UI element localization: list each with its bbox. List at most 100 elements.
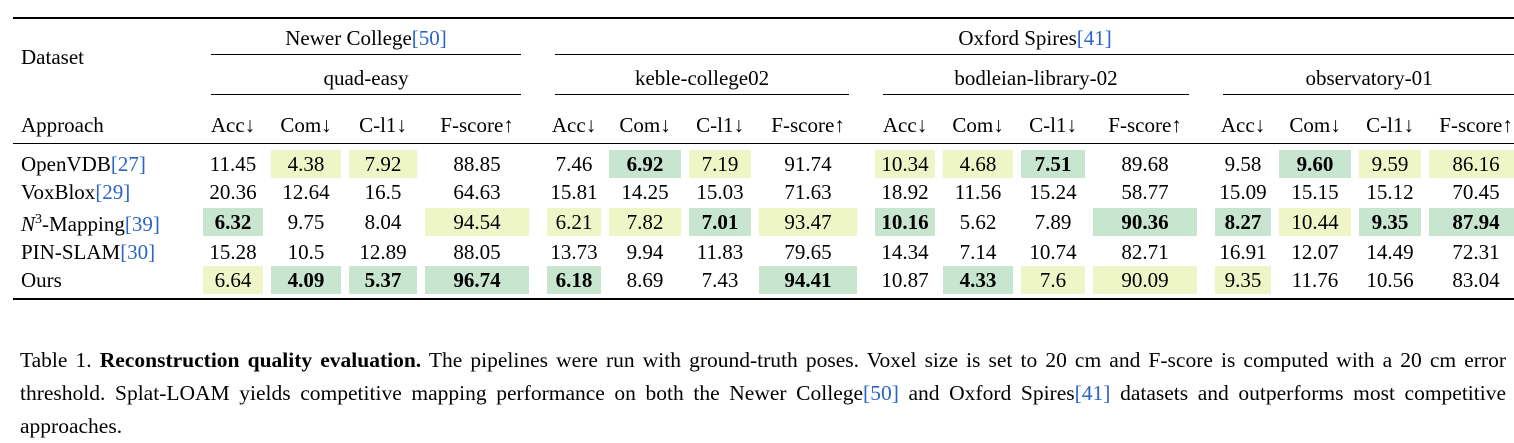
metric-cell: 90.09 [1089, 266, 1201, 299]
metric-cell: 7.46 [555, 152, 593, 176]
metric-cell: 9.60 [1275, 144, 1355, 178]
metric-cell: 15.09 [1219, 180, 1267, 204]
metric-cell: 5.37 [345, 266, 421, 299]
metric-cell: 9.35 [1211, 266, 1275, 299]
metric-cell: 90.36 [1089, 206, 1201, 238]
group-newer-college: Newer College[50] [199, 18, 533, 55]
metric-cell: 70.45 [1452, 180, 1500, 204]
metric-cell: 12.89 [359, 240, 407, 264]
metric-header: Com↓ [267, 95, 345, 144]
metric-cell: 7.89 [1034, 210, 1072, 234]
metric-cell: 4.09 [267, 266, 345, 299]
table-row: VoxBlox[29] 20.36 12.64 16.5 64.63 15.81 14.25… [13, 178, 1514, 206]
citation-link[interactable]: [41] [1076, 26, 1112, 50]
metric-header-row: Approach Acc↓ Com↓ C-l1↓ F-score↑ Acc↓ C… [13, 95, 1514, 144]
table-row: Ours 6.64 4.09 5.37 96.74 6.18 8.69 7.43 94.41 10… [13, 266, 1514, 299]
metric-cell: 8.69 [626, 268, 664, 292]
sequence-header: quad-easy [199, 55, 533, 95]
metric-header: Com↓ [939, 95, 1018, 144]
citation-link[interactable]: [29] [95, 180, 131, 204]
metric-header: F-score↑ [1089, 95, 1202, 144]
citation-link[interactable]: [41] [1074, 380, 1111, 405]
metric-header: C-l1↓ [685, 95, 756, 144]
metric-cell: 9.59 [1355, 144, 1425, 178]
metric-cell: 89.68 [1121, 152, 1169, 176]
metric-cell: 7.51 [1017, 144, 1089, 178]
group-header-row: Dataset Newer College[50] Oxford Spires[… [13, 18, 1514, 69]
metric-cell: 16.91 [1219, 240, 1267, 264]
approach-name: OpenVDB[27] [21, 152, 146, 176]
metric-cell: 87.94 [1425, 206, 1514, 238]
sequence-header: bodleian-library-02 [871, 55, 1201, 95]
results-body: OpenVDB[27] 11.45 4.38 7.92 88.85 7.46 6.92 7.1… [13, 144, 1514, 299]
metric-cell: 79.65 [784, 240, 832, 264]
metric-cell: 71.63 [784, 180, 832, 204]
citation-link[interactable]: [50] [863, 380, 899, 405]
metric-cell: 9.94 [626, 240, 664, 264]
metric-cell: 6.64 [199, 266, 267, 299]
metric-cell: 6.32 [199, 206, 267, 238]
approach-name: N3-Mapping[39] [21, 212, 160, 236]
metric-cell: 15.03 [696, 180, 744, 204]
metric-cell: 4.38 [267, 144, 345, 178]
metric-cell: 7.92 [345, 144, 421, 178]
table-caption: Table 1. Reconstruction quality evaluati… [20, 347, 1507, 438]
metric-header: C-l1↓ [1355, 95, 1426, 144]
citation-link[interactable]: [30] [120, 240, 156, 264]
metric-cell: 8.27 [1211, 206, 1275, 238]
approach-name: Ours [21, 268, 62, 292]
citation-link[interactable]: [50] [411, 26, 447, 50]
metric-cell: 7.19 [685, 144, 755, 178]
dataset-label: Dataset [21, 45, 84, 69]
metric-cell: 5.62 [959, 210, 997, 234]
metric-cell: 12.64 [282, 180, 330, 204]
citation-link[interactable]: [39] [124, 212, 160, 236]
table-row: PIN-SLAM[30] 15.28 10.5 12.89 88.05 13.73 9.94… [13, 238, 1514, 266]
metric-cell: 9.35 [1355, 206, 1425, 238]
approach-label: Approach [13, 95, 199, 144]
metric-cell: 7.6 [1017, 266, 1089, 299]
metric-cell: 20.36 [209, 180, 257, 204]
metric-header: C-l1↓ [1017, 95, 1090, 144]
metric-header: F-score↑ [421, 95, 534, 144]
metric-cell: 15.12 [1366, 180, 1414, 204]
metric-cell: 7.01 [685, 206, 755, 238]
metric-cell: 15.24 [1029, 180, 1077, 204]
metric-header: Acc↓ [199, 95, 267, 144]
metric-header: Acc↓ [871, 95, 940, 144]
metric-cell: 8.04 [364, 210, 402, 234]
metric-cell: 72.31 [1452, 240, 1500, 264]
caption-lead: Reconstruction quality evaluation. [99, 347, 422, 372]
metric-cell: 13.73 [550, 240, 598, 264]
metric-cell: 7.82 [605, 206, 685, 238]
metric-header: Acc↓ [543, 95, 606, 144]
metric-cell: 16.5 [364, 180, 402, 204]
metric-cell: 15.81 [550, 180, 598, 204]
citation-link[interactable]: [27] [110, 152, 146, 176]
metric-cell: 4.68 [939, 144, 1017, 178]
results-table-container: Dataset Newer College[50] Oxford Spires[… [13, 17, 1514, 300]
metric-cell: 11.56 [954, 180, 1002, 204]
metric-header: Com↓ [1275, 95, 1356, 144]
metric-cell: 4.33 [939, 266, 1017, 299]
sequence-header: keble-college02 [543, 55, 861, 95]
metric-cell: 64.63 [453, 180, 501, 204]
metric-cell: 83.04 [1452, 268, 1500, 292]
metric-cell: 7.14 [959, 240, 997, 264]
metric-cell: 11.45 [209, 152, 257, 176]
metric-cell: 12.07 [1291, 240, 1339, 264]
metric-cell: 9.58 [1224, 152, 1262, 176]
metric-cell: 18.92 [881, 180, 929, 204]
metric-cell: 94.41 [755, 266, 861, 299]
table-row: OpenVDB[27] 11.45 4.38 7.92 88.85 7.46 6.92 7.1… [13, 144, 1514, 178]
table-row: N3-Mapping[39] 6.32 9.75 8.04 94.54 6.21 7.82 7… [13, 206, 1514, 238]
metric-cell: 7.43 [701, 268, 739, 292]
metric-cell: 10.5 [287, 240, 325, 264]
metric-cell: 94.54 [421, 206, 533, 238]
metric-header: F-score↑ [755, 95, 862, 144]
metric-header: Acc↓ [1211, 95, 1276, 144]
metric-cell: 6.21 [543, 206, 605, 238]
metric-cell: 58.77 [1121, 180, 1169, 204]
metric-cell: 10.87 [881, 268, 929, 292]
sequence-header-row: quad-easy keble-college02 bodleian-libra… [13, 55, 1514, 95]
